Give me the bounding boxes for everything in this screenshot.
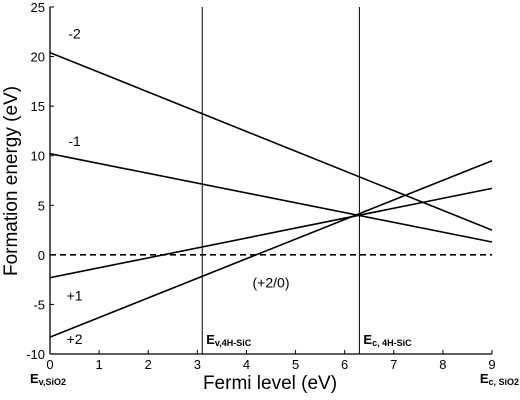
valence-band-sio2-label: Ev,SiO2 — [30, 371, 66, 387]
x-tick-label: 8 — [439, 357, 446, 372]
y-axis-title: Formation energy (eV) — [1, 86, 22, 276]
series-lines — [49, 51, 493, 338]
series-line — [49, 152, 493, 243]
conduction-band-sio2-label-main: E — [480, 371, 489, 386]
reference-lines — [50, 7, 492, 354]
series-label: +1 — [67, 287, 83, 303]
x-tick-label: 1 — [95, 357, 102, 372]
x-tick-label: 5 — [292, 357, 299, 372]
x-tick-label: 4 — [243, 357, 250, 372]
y-tick-label: -10 — [26, 347, 45, 362]
x-tick-label: 2 — [145, 357, 152, 372]
y-tick-label: 20 — [31, 50, 45, 65]
series-label: +2 — [67, 331, 83, 347]
axes: 0 1 2 3 4 5 6 7 8 9 -10 -5 0 5 10 15 20 25 — [26, 0, 495, 372]
series-label: -2 — [68, 26, 81, 42]
conduction-band-sio2-label-sub: c, SiO2 — [488, 377, 519, 387]
series-line — [49, 51, 493, 231]
x-tick-label: 7 — [390, 357, 397, 372]
y-tick-label: 15 — [31, 99, 45, 114]
series-label: -1 — [68, 133, 81, 149]
valence-band-sio2-label-main: E — [30, 371, 39, 386]
series-line — [49, 159, 493, 338]
band-edge-label: Ev,4H-SiC — [206, 332, 252, 348]
conduction-band-sio2-label: Ec, SiO2 — [480, 371, 519, 387]
band-edge-label-main: E — [363, 332, 372, 347]
series-line — [49, 187, 493, 279]
band-edge-label-sub: c, 4H-SiC — [372, 338, 412, 348]
labels: Ev,4H-SiC Ec, 4H-SiC-2-1+1+2(+2/0)Ev,SiO2… — [30, 26, 519, 387]
x-tick-label: 6 — [341, 357, 348, 372]
x-tick-label: 9 — [488, 357, 495, 372]
y-tick-label: 0 — [38, 248, 45, 263]
y-tick-label: -5 — [33, 297, 45, 312]
x-tick-label: 0 — [46, 357, 53, 372]
transition-level-annotation: (+2/0) — [253, 275, 290, 291]
x-axis-title: Fermi level (eV) — [203, 373, 337, 394]
band-edge-label-main: E — [206, 332, 215, 347]
x-tick-label: 3 — [194, 357, 201, 372]
y-tick-label: 10 — [31, 149, 45, 164]
y-tick-label: 25 — [31, 0, 45, 15]
valence-band-sio2-label-sub: v,SiO2 — [39, 377, 66, 387]
band-edge-label: Ec, 4H-SiC — [363, 332, 412, 348]
band-edge-label-sub: v,4H-SiC — [215, 338, 252, 348]
y-tick-label: 5 — [38, 198, 45, 213]
